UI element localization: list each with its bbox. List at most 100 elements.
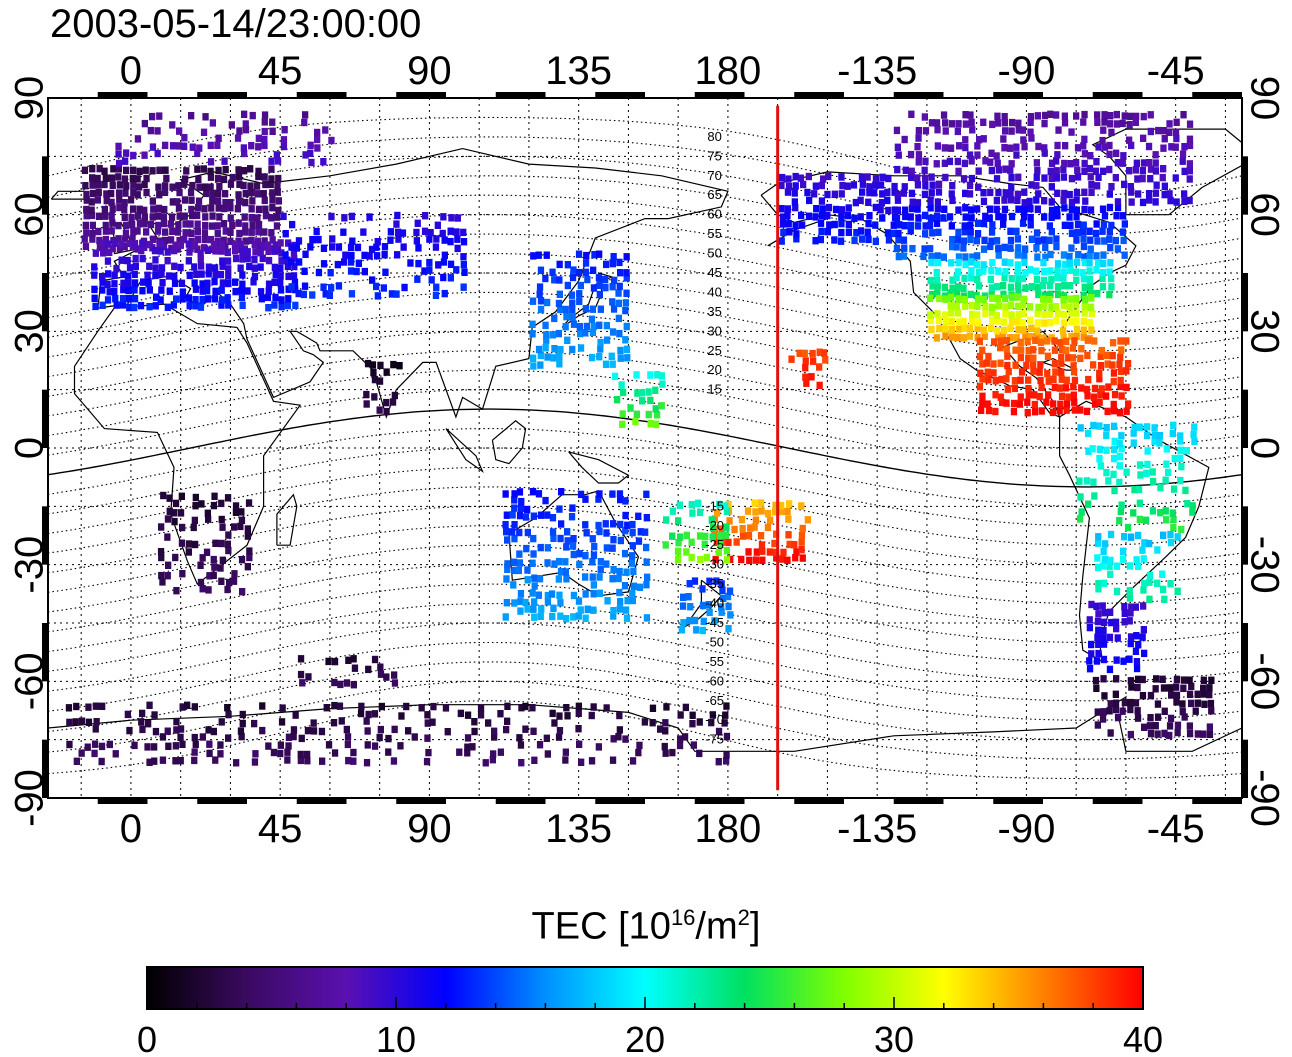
tec-pixel [960,237,968,245]
tec-pixel [901,135,908,144]
tec-pixel [802,373,809,381]
tec-pixel [1046,281,1054,290]
tec-pixel [1167,714,1175,723]
tec-pixel [204,287,211,295]
tec-pixel [693,626,700,634]
tec-pixel [1018,346,1025,354]
tec-pixel [366,252,373,260]
mag-contour [48,428,1242,507]
tec-pixel [1035,190,1042,198]
tec-pixel [1080,291,1087,299]
tec-pixel [1014,268,1021,276]
tec-pixel [239,719,246,728]
tec-pixel [1130,439,1137,447]
tec-pixel [192,493,199,502]
tec-pixel [329,235,336,243]
tec-pixel [1160,165,1167,173]
tec-pixel [277,239,284,247]
tec-pixel [195,175,202,184]
tec-pixel [151,246,159,255]
tec-pixel [99,702,106,710]
tec-pixel [149,167,156,175]
tec-pixel [986,205,994,213]
tec-pixel [1174,721,1182,729]
tec-pixel [1166,128,1173,136]
tec-pixel [967,290,974,299]
tec-pixel [677,735,684,743]
tec-pixel [511,566,518,575]
tec-pixel [893,214,901,222]
tec-pixel [390,360,397,369]
colorbar-tick-label: 30 [874,1019,914,1057]
tec-pixel [376,377,384,385]
tec-pixel [259,702,266,710]
tec-pixel [1019,219,1027,227]
y-tick-label-right: 30 [1242,309,1286,354]
tec-pixel [1100,640,1108,648]
tec-pixel [1123,367,1130,375]
tec-pixel [1127,609,1134,617]
tec-pixel [285,272,292,281]
tec-pixel [1008,275,1015,283]
tec-pixel [112,750,119,758]
tec-pixel [1096,398,1103,406]
tec-pixel [242,237,250,245]
tec-pixel [1141,723,1148,731]
tec-pixel [603,529,610,537]
tec-pixel [1094,554,1101,562]
tec-region-mexico-caribbean [976,336,1132,417]
tec-pixel [199,733,206,741]
tec-pixel [176,212,183,220]
tec-pixel [1027,316,1034,324]
tec-pixel [1020,274,1027,283]
tec-pixel [1044,370,1051,378]
tec-pixel [1080,326,1087,334]
tec-pixel [140,278,147,286]
tec-pixel [955,120,962,128]
tec-pixel [1117,353,1124,361]
tec-pixel [1080,275,1088,283]
tec-pixel [683,531,690,540]
tec-pixel [460,261,467,269]
mag-contour [48,350,1242,430]
tec-pixel [1090,361,1097,369]
tec-pixel [181,142,188,150]
tec-pixel [188,196,195,204]
tec-pixel [1025,391,1032,399]
tec-pixel [988,149,995,157]
tec-pixel [720,594,727,602]
tec-pixel [1160,127,1167,135]
tec-pixel [852,198,859,207]
tec-pixel [232,287,239,296]
tec-pixel [1133,112,1140,121]
tec-pixel [214,237,221,246]
mag-contour [48,272,1242,352]
tec-pixel [933,219,941,227]
tec-pixel [995,119,1002,127]
tec-pixel [557,534,564,543]
tec-pixel [798,531,806,540]
axis-bar [42,506,47,565]
tec-pixel [1177,437,1184,445]
tec-pixel [244,532,251,540]
tec-pixel [616,282,623,291]
tec-pixel [471,727,478,736]
tec-pixel [1145,159,1153,167]
tec-pixel [393,290,400,298]
tec-pixel [1171,454,1178,463]
tec-pixel [988,267,995,275]
tec-pixel [1118,346,1125,354]
tec-pixel [225,546,232,555]
tec-pixel [371,710,379,718]
tec-pixel [1054,189,1061,197]
colorbar-title-text: TEC [10 [531,905,671,948]
tec-pixel [307,149,314,157]
tec-pixel [227,214,234,222]
tec-pixel [778,501,785,510]
tec-pixel [101,180,108,189]
tec-pixel [722,531,729,539]
coastline-borneo [491,420,527,465]
tec-pixel [1068,309,1075,317]
tec-pixel [1144,431,1151,440]
tec-pixel [557,599,564,607]
